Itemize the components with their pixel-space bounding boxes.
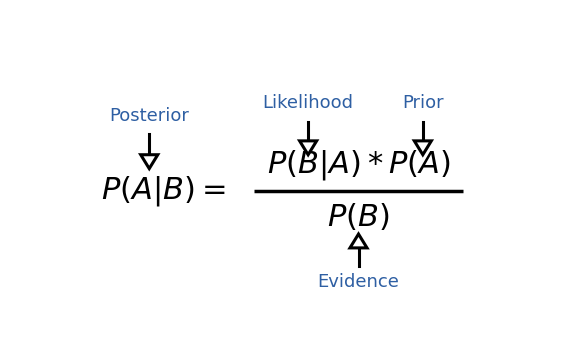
Polygon shape <box>350 234 367 248</box>
Text: Evidence: Evidence <box>317 273 400 291</box>
Polygon shape <box>414 141 431 155</box>
Text: Likelihood: Likelihood <box>263 94 354 112</box>
Text: $P(B)$: $P(B)$ <box>327 202 390 233</box>
Text: $P(A|B) =$: $P(A|B) =$ <box>101 174 226 208</box>
Text: $P(B|A) * P(A)$: $P(B|A) * P(A)$ <box>266 148 451 182</box>
Text: Prior: Prior <box>402 94 444 112</box>
Polygon shape <box>300 141 317 155</box>
Text: Posterior: Posterior <box>109 107 189 125</box>
Polygon shape <box>141 155 158 169</box>
